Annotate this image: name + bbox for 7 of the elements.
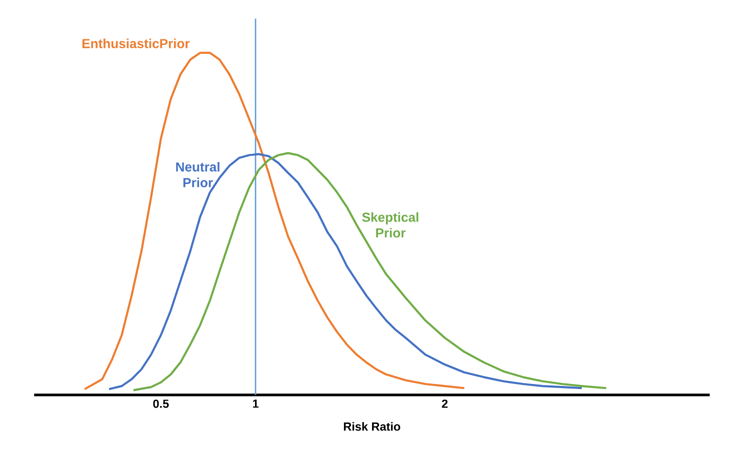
series-label: Neutral Prior: [176, 162, 220, 188]
x-tick-label: 1: [253, 400, 258, 408]
x-tick-label: 2: [442, 400, 448, 408]
x-axis-title: Risk Ratio: [344, 422, 400, 431]
series-label: EnthusiasticPrior: [82, 38, 190, 48]
series-label: Skeptical Prior: [362, 212, 418, 238]
x-tick-label: 0.5: [153, 400, 169, 408]
